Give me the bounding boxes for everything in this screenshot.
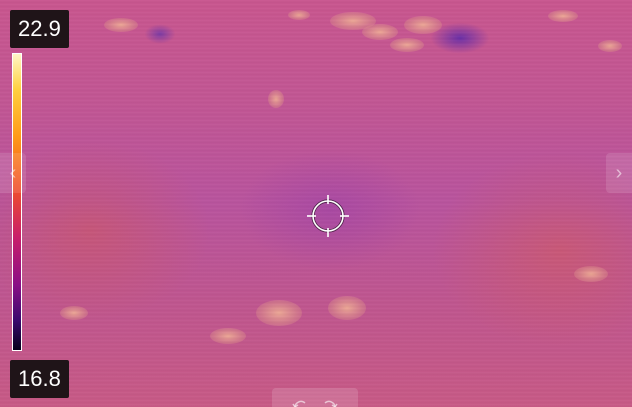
rotate-right-icon[interactable]	[324, 395, 338, 407]
max-temperature-label: 22.9	[10, 10, 69, 48]
warm-spot	[404, 16, 442, 34]
warm-spot	[328, 296, 366, 320]
warm-spot	[390, 38, 424, 52]
warm-spot	[330, 12, 376, 30]
warm-spot	[574, 266, 608, 282]
warm-spot	[104, 18, 138, 32]
chevron-left-icon: ‹	[9, 162, 17, 184]
warm-spot	[210, 328, 246, 344]
warm-spot	[256, 300, 302, 326]
next-image-button[interactable]: ›	[606, 153, 632, 193]
rotate-left-icon[interactable]	[292, 395, 306, 407]
previous-image-button[interactable]: ‹	[0, 153, 26, 193]
color-scale-bar	[12, 53, 22, 351]
warm-spot	[362, 24, 398, 40]
warm-spot	[598, 40, 622, 52]
chevron-right-icon: ›	[615, 162, 623, 184]
warm-spot	[60, 306, 88, 320]
spot-meter-crosshair-icon	[307, 195, 349, 237]
min-temperature-label: 16.8	[10, 360, 69, 398]
warm-spot	[268, 90, 284, 108]
warm-spot	[288, 10, 310, 20]
bottom-toolbar	[272, 388, 358, 407]
warm-spot	[548, 10, 578, 22]
